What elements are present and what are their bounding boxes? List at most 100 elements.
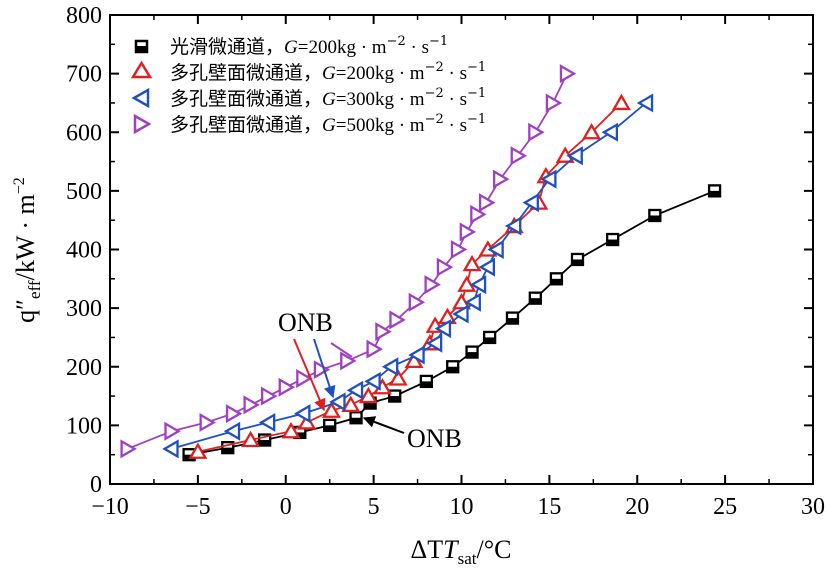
x-tick-label: 5 [368,494,380,520]
data-point [278,377,296,397]
data-point [296,368,313,388]
data-point-fill [484,337,496,343]
y-axis-title: q″eff/kW · m−2 [11,177,44,323]
data-point [243,395,260,415]
data-point [366,339,383,359]
data-point [297,413,317,430]
data-point [566,146,583,166]
data-point-fill [466,352,478,358]
data-point-fill [550,278,562,285]
y-tick-label: 100 [66,413,102,439]
x-tick-labels: −10 −5 0 5 10 15 20 25 30 [91,494,825,520]
onb-arrow-black [362,416,405,434]
series-0 [182,184,722,462]
y-tick-label: 800 [66,3,102,29]
data-point [281,421,301,439]
data-point [341,395,361,413]
data-point [199,412,216,432]
data-point [375,322,392,342]
legend-label-porous-200: 多孔壁面微通道，G=200kg · m−2 · s−1 [170,60,486,84]
data-point-fill [709,190,721,197]
y-tick-label: 400 [66,238,102,264]
legend-marker-triangle-left [131,87,150,109]
y-tick-labels: 0 100 200 300 400 500 600 700 800 [66,3,102,498]
onb-arrow-purple [330,342,353,358]
data-point-fill [364,403,376,409]
legend-marker-triangle-up [130,60,153,79]
data-point [408,345,425,365]
data-point [223,421,241,441]
data-point-fill [506,318,518,324]
data-point [545,93,563,113]
legend-item-porous-300: 多孔壁面微通道，G=300kg · m−2 · s−1 [131,86,486,110]
onb-annotation-lower: ONB [407,424,462,453]
data-point [358,386,378,404]
legend: 光滑微通道，G=200kg · m−2 · s−1 多孔壁面微通道，G=200k… [130,34,486,136]
data-point [225,404,243,424]
data-point [346,380,364,400]
data-point [510,146,528,166]
data-point-fill [324,425,336,431]
legend-item-porous-500: 多孔壁面微通道，G=500kg · m−2 · s−1 [133,112,486,136]
data-point [478,193,496,213]
data-point-fill [649,215,661,221]
data-point [364,371,381,391]
series-layer [120,64,722,462]
data-point [559,64,577,84]
x-tick-label: 20 [625,494,649,520]
data-point-fill [571,259,583,265]
onb-arrow-blue [313,338,336,399]
data-point [261,386,278,406]
data-point [389,310,406,330]
data-point-fill [222,447,234,454]
data-point-fill [389,396,401,402]
data-point [493,169,510,189]
y-tick-label: 500 [66,179,102,205]
data-point [528,122,545,142]
legend-item-porous-200: 多孔壁面微通道，G=200kg · m−2 · s−1 [130,60,486,84]
y-tick-label: 300 [66,296,102,322]
data-point [408,292,426,312]
data-point-fill [294,432,306,438]
data-point [388,369,408,386]
x-tick-label: −5 [185,494,211,520]
x-tick-label: 15 [537,494,561,520]
x-tick-label: 0 [280,494,292,520]
data-point [340,351,357,371]
data-point [162,439,179,459]
y-tick-label: 700 [66,62,102,88]
data-point [425,333,443,353]
y-tick-label: 200 [66,355,102,381]
legend-label-porous-300: 多孔壁面微通道，G=300kg · m−2 · s−1 [170,86,486,110]
data-point [294,404,311,424]
data-point [450,240,468,259]
data-point [241,430,261,448]
x-tick-label: 10 [450,494,474,520]
data-point-fill [420,381,432,387]
data-point [457,275,477,292]
data-point-fill [183,454,195,461]
data-point [636,93,654,113]
data-point [452,304,469,324]
onb-annotation-upper: ONB [278,308,333,337]
data-point [321,401,341,418]
legend-item-smooth: 光滑微通道，G=200kg · m−2 · s−1 [134,34,448,58]
data-point-fill [529,298,541,304]
legend-marker-triangle-right [133,113,152,135]
x-tick-label: −10 [91,494,129,520]
data-point [436,257,454,277]
data-point [164,421,181,441]
data-point [424,275,441,295]
data-point [329,392,346,412]
x-axis-title: ΔTTsat/°C [411,535,512,568]
legend-label-porous-500: 多孔壁面微通道，G=500kg · m−2 · s−1 [170,112,486,136]
data-point-fill [607,239,619,246]
data-point-fill [447,366,459,373]
legend-marker-square-fill [136,46,147,52]
data-point [188,442,208,459]
data-point [120,439,137,459]
legend-label-smooth: 光滑微通道，G=200kg · m−2 · s−1 [170,34,448,58]
y-tick-label: 600 [66,120,102,146]
data-point [459,222,477,242]
